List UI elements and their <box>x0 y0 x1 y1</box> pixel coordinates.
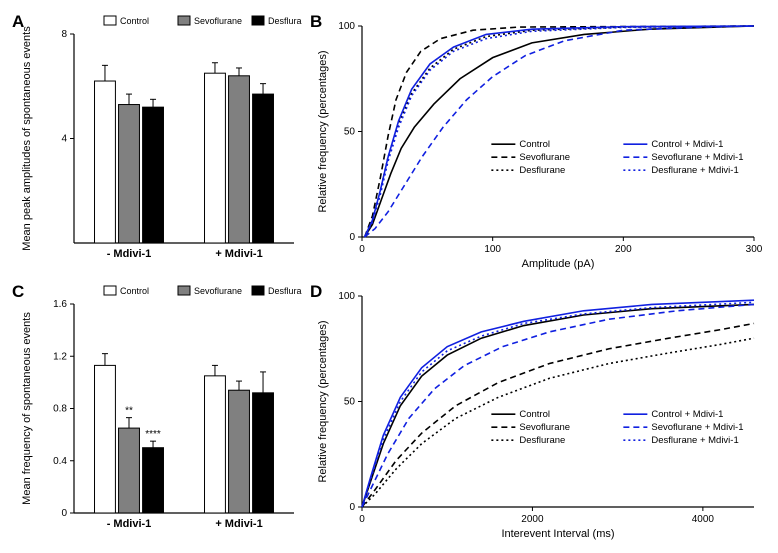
svg-text:Desflurane + Mdivi-1: Desflurane + Mdivi-1 <box>651 165 738 176</box>
panel-b-svg: 0 50 100 0 100 200 300 Relative frequency (perc… <box>310 12 766 271</box>
panel-c-label: C <box>12 282 24 302</box>
svg-text:Mean frequency of spontaneous: Mean frequency of spontaneous events <box>21 311 33 504</box>
svg-text:8: 8 <box>61 29 67 40</box>
svg-text:Control: Control <box>120 286 149 296</box>
panel-a-svg: 4 8 Mean peak amplitudes of spontaneous ev… <box>12 12 302 271</box>
svg-text:Control + Mdivi-1: Control + Mdivi-1 <box>651 139 723 150</box>
svg-text:****: **** <box>145 429 161 440</box>
svg-text:100: 100 <box>484 244 501 255</box>
svg-text:Mean peak amplitudes of sponta: Mean peak amplitudes of spontaneous even… <box>21 26 33 251</box>
svg-text:100: 100 <box>338 291 355 302</box>
panel-a: A 4 8 Mean peak amplitudes of spontaneous … <box>12 12 302 272</box>
panel-c-svg: 0 0.4 0.8 1.2 1.6 Mean frequency of spontaneo… <box>12 282 302 541</box>
panel-b: B 0 50 100 0 100 200 300 Relative frequency (pe… <box>310 12 766 272</box>
svg-text:Sevoflurane: Sevoflurane <box>519 152 570 163</box>
svg-text:Sevoflurane: Sevoflurane <box>194 286 242 296</box>
svg-text:Amplitude (pA): Amplitude (pA) <box>522 258 595 270</box>
svg-text:+ Mdivi-1: + Mdivi-1 <box>215 248 262 260</box>
svg-text:200: 200 <box>615 244 632 255</box>
svg-text:Desflurane: Desflurane <box>268 16 302 26</box>
svg-text:0: 0 <box>349 232 355 243</box>
svg-text:0: 0 <box>359 514 365 525</box>
svg-text:- Mdivi-1: - Mdivi-1 <box>107 518 152 530</box>
svg-text:Relative frequency (percentage: Relative frequency (percentages) <box>317 50 329 212</box>
svg-text:Relative frequency (percentage: Relative frequency (percentages) <box>317 320 329 482</box>
svg-text:0: 0 <box>359 244 365 255</box>
svg-text:Control: Control <box>120 16 149 26</box>
panel-c: C 0 0.4 0.8 1.2 1.6 Mean frequency of spontan… <box>12 282 302 542</box>
svg-text:4000: 4000 <box>692 514 715 525</box>
panel-d-svg: 0 50 100 0 2000 4000 Relative frequency (perce… <box>310 282 766 541</box>
svg-text:Control: Control <box>519 139 550 150</box>
svg-text:2000: 2000 <box>521 514 544 525</box>
svg-text:Control + Mdivi-1: Control + Mdivi-1 <box>651 409 723 420</box>
svg-text:1.2: 1.2 <box>53 351 67 362</box>
svg-text:Desflurane: Desflurane <box>519 435 565 446</box>
figure-grid: A 4 8 Mean peak amplitudes of spontaneous … <box>12 12 766 541</box>
panel-a-label: A <box>12 12 24 32</box>
svg-text:0.4: 0.4 <box>53 455 67 466</box>
panel-d: D 0 50 100 0 2000 4000 Relative frequency (per… <box>310 282 766 542</box>
svg-text:**: ** <box>125 405 133 416</box>
svg-text:50: 50 <box>344 396 356 407</box>
panel-b-label: B <box>310 12 322 32</box>
svg-text:Desflurane: Desflurane <box>268 286 302 296</box>
svg-text:Sevoflurane: Sevoflurane <box>194 16 242 26</box>
svg-text:0: 0 <box>349 502 355 513</box>
svg-text:4: 4 <box>61 134 67 145</box>
svg-text:Sevoflurane: Sevoflurane <box>519 422 570 433</box>
svg-text:0: 0 <box>61 508 67 519</box>
svg-text:Interevent Interval (ms): Interevent Interval (ms) <box>501 528 614 540</box>
svg-text:Control: Control <box>519 409 550 420</box>
svg-text:Sevoflurane + Mdivi-1: Sevoflurane + Mdivi-1 <box>651 152 743 163</box>
svg-text:- Mdivi-1: - Mdivi-1 <box>107 248 152 260</box>
svg-text:+ Mdivi-1: + Mdivi-1 <box>215 518 262 530</box>
svg-text:50: 50 <box>344 127 356 138</box>
svg-text:0.8: 0.8 <box>53 403 67 414</box>
svg-text:300: 300 <box>746 244 763 255</box>
svg-text:1.6: 1.6 <box>53 299 67 310</box>
svg-text:Desflurane: Desflurane <box>519 165 565 176</box>
panel-d-label: D <box>310 282 322 302</box>
svg-text:Desflurane + Mdivi-1: Desflurane + Mdivi-1 <box>651 435 738 446</box>
svg-text:Sevoflurane + Mdivi-1: Sevoflurane + Mdivi-1 <box>651 422 743 433</box>
svg-text:100: 100 <box>338 21 355 32</box>
